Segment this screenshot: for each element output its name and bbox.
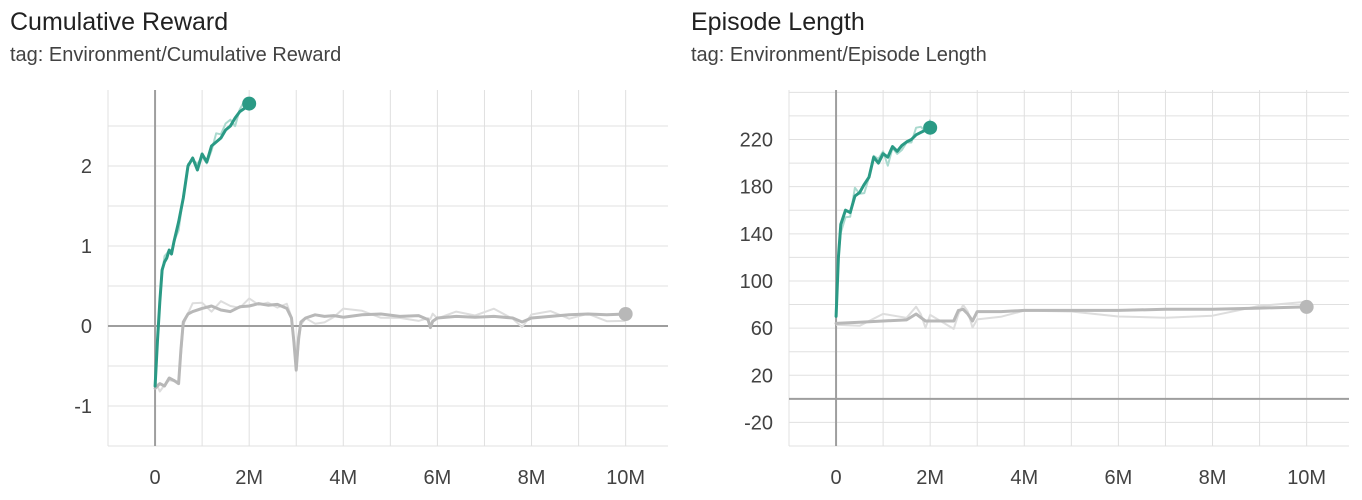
chart-title: Episode Length: [691, 8, 865, 36]
y-tick-label: -20: [744, 412, 773, 434]
series-line: [153, 302, 628, 390]
x-tick-label: 4M: [1010, 467, 1038, 489]
series-end-marker: [923, 120, 938, 135]
x-tick-label: 4M: [329, 467, 357, 489]
series-raw-line: [836, 300, 1307, 330]
x-tick-label: 0: [149, 467, 160, 489]
y-tick-label: 100: [740, 271, 773, 293]
chart-tag: tag: Environment/Episode Length: [691, 44, 987, 66]
y-tick-label: 140: [740, 224, 773, 246]
episode-length-plot: 0 2M 4M 6M 8M 10M -20 20 60 100 140 180 220: [740, 90, 1349, 489]
series-end-marker: [618, 307, 633, 321]
x-tick-label: 2M: [235, 467, 263, 489]
x-tick-label: 2M: [916, 467, 944, 489]
y-tick-label: 2: [81, 156, 92, 178]
x-tick-label: 6M: [424, 467, 452, 489]
series-line: [834, 305, 1309, 325]
x-tick-label: 8M: [518, 467, 546, 489]
x-tick-label: 10M: [606, 467, 645, 489]
x-tick-label: 8M: [1199, 467, 1227, 489]
series-line: [153, 102, 251, 388]
cumulative-reward-plot: 0 2M 4M 6M 8M 10M -1 0 1 2: [74, 90, 668, 489]
y-tick-label: 60: [751, 318, 773, 340]
chart-panel-episode-length: Episode Length tag: Environment/Episode …: [681, 0, 1362, 500]
y-tick-label: 1: [81, 236, 92, 258]
series-line: [834, 126, 932, 318]
y-tick-label: 20: [751, 365, 773, 387]
series-end-marker: [1299, 299, 1314, 314]
y-tick-label: -1: [74, 396, 92, 418]
chart-title: Cumulative Reward: [10, 8, 229, 36]
x-tick-label: 10M: [1287, 467, 1326, 489]
y-tick-label: 0: [81, 316, 92, 338]
x-tick-label: 6M: [1105, 467, 1133, 489]
x-tick-label: 0: [830, 467, 841, 489]
y-tick-label: 180: [740, 177, 773, 199]
series-end-marker: [242, 96, 257, 111]
chart-panel-cumulative-reward: Cumulative Reward tag: Environment/Cumul…: [10, 8, 668, 489]
y-tick-label: 220: [740, 130, 773, 152]
chart-tag: tag: Environment/Cumulative Reward: [10, 44, 342, 66]
